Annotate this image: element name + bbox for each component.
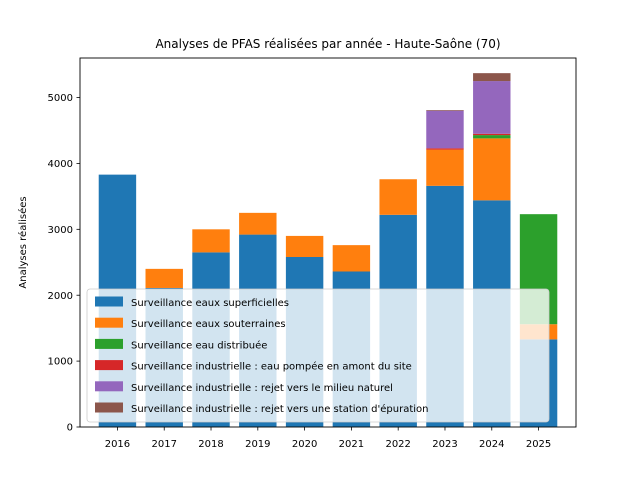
y-tick-label-3000: 3000 [48,225,73,236]
y-tick-label-4000: 4000 [48,159,73,170]
legend-swatch-2 [95,338,123,349]
chart-title: Analyses de PFAS réalisées par année - H… [155,37,500,51]
legend-swatch-0 [95,296,123,307]
legend-label-3: Surveillance industrielle : eau pompée e… [131,361,412,373]
y-tick-label-5000: 5000 [48,93,73,104]
y-axis: 0 1000 2000 3000 4000 5000 [48,93,80,434]
bar-2023-series-1 [426,149,464,186]
legend-box [86,288,550,423]
x-tick-label-2020: 2020 [292,439,317,450]
bar-2024-series-1 [473,138,511,201]
bar-2024-series-3 [473,133,511,136]
y-tick-label-0: 0 [67,423,73,434]
legend-swatch-4 [95,381,123,392]
bar-2023-series-5 [426,110,464,111]
x-tick-label-2021: 2021 [339,439,364,450]
x-tick-label-2017: 2017 [151,439,176,450]
bar-2024-series-5 [473,73,511,82]
bar-2021-series-1 [332,245,371,272]
x-tick-label-2016: 2016 [105,439,130,450]
x-tick-label-2023: 2023 [432,439,457,450]
legend-label-0: Surveillance eaux superficielles [131,298,289,309]
legend-swatch-1 [95,317,123,328]
bar-2019-series-1 [239,212,277,235]
y-tick-label-2000: 2000 [48,291,73,302]
x-axis: 2016 2017 2018 2019 2020 2021 2022 2023 2024 2025 [105,427,551,450]
legend-swatch-3 [95,360,123,371]
x-tick-label-2018: 2018 [198,439,223,450]
legend-label-5: Surveillance industrielle : rejet vers u… [131,403,428,415]
bar-2022-series-1 [379,179,417,215]
legend: Surveillance eaux superficielles Surveill… [86,288,550,423]
plot-frame [79,57,577,428]
x-tick-label-2022: 2022 [385,439,410,450]
x-tick-label-2019: 2019 [245,439,270,450]
legend-swatch-5 [95,402,123,413]
x-tick-label-2024: 2024 [479,439,504,450]
bar-2018-series-1 [192,229,230,253]
bar-2023-series-3 [426,148,464,150]
y-axis-label: Analyses réalisées [17,196,29,288]
x-tick-label-2025: 2025 [526,439,551,450]
bar-2017-series-1 [145,268,183,288]
legend-label-1: Surveillance eaux souterraines [131,319,286,330]
bar-2024-series-2 [473,135,511,139]
y-tick-label-1000: 1000 [48,357,73,368]
legend-label-2: Surveillance eau distribuée [131,339,267,351]
bar-2024-series-4 [473,81,511,134]
bar-2023-series-4 [426,110,464,149]
legend-label-4: Surveillance industrielle : rejet vers l… [131,383,393,394]
bar-2020-series-1 [285,235,324,257]
